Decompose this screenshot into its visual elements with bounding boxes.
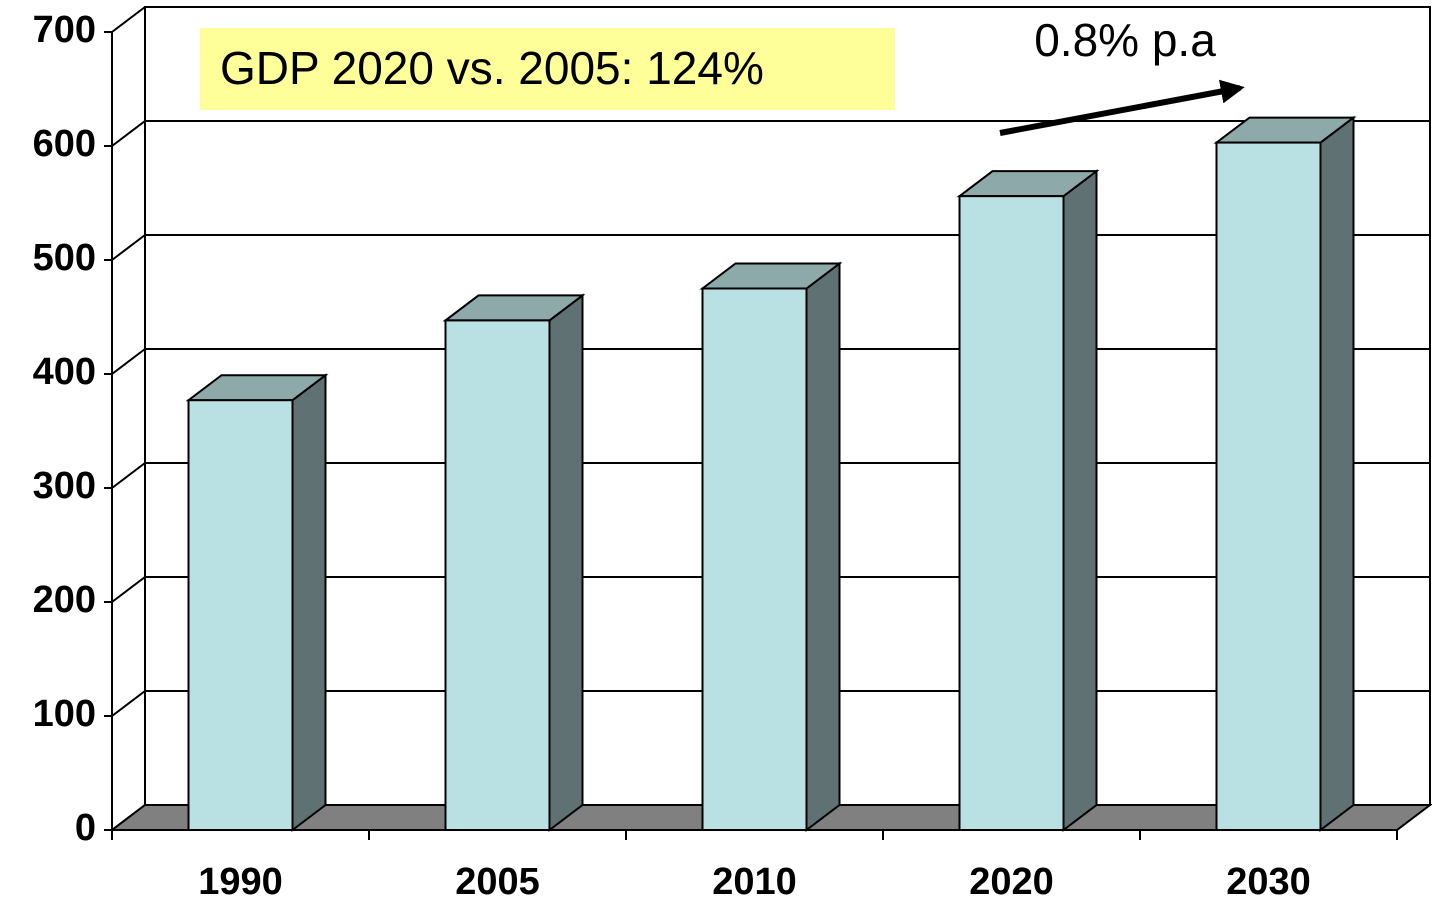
bar-face bbox=[701, 287, 808, 831]
y-tick-label: 0 bbox=[75, 807, 96, 849]
bar-face bbox=[548, 293, 584, 833]
x-tick-label: 1990 bbox=[198, 861, 283, 903]
y-tick-label: 600 bbox=[33, 123, 96, 165]
annotation: 0.8% p.a bbox=[1034, 14, 1216, 66]
bar bbox=[185, 373, 329, 833]
x-tick-label: 2020 bbox=[969, 861, 1054, 903]
bar bbox=[442, 293, 586, 833]
bar-face bbox=[444, 319, 551, 831]
bar bbox=[956, 169, 1100, 833]
bar bbox=[1213, 115, 1357, 833]
grid-line bbox=[111, 576, 146, 603]
y-tick-label: 700 bbox=[33, 9, 96, 51]
bar bbox=[699, 261, 843, 833]
annotation: GDP 2020 vs. 2005: 124% bbox=[220, 42, 764, 94]
x-tick-label: 2010 bbox=[712, 861, 797, 903]
bar-face bbox=[958, 195, 1065, 832]
grid-line bbox=[111, 348, 146, 375]
grid-line bbox=[111, 120, 146, 147]
bar-face bbox=[1215, 141, 1322, 831]
grid-line bbox=[111, 6, 146, 33]
y-tick-label: 100 bbox=[33, 693, 96, 735]
y-tick-label: 400 bbox=[33, 351, 96, 393]
grid-line bbox=[111, 690, 146, 717]
y-tick-label: 200 bbox=[33, 579, 96, 621]
annotation-box bbox=[200, 28, 895, 110]
bar-face bbox=[1062, 169, 1098, 833]
grid-line bbox=[111, 462, 146, 489]
bar-face bbox=[1319, 115, 1355, 833]
x-tick-label: 2030 bbox=[1226, 861, 1311, 903]
arrow bbox=[999, 79, 1245, 136]
x-tick-label: 2005 bbox=[455, 861, 540, 903]
bar-face bbox=[187, 399, 294, 831]
grid-line bbox=[111, 234, 146, 261]
y-tick-label: 500 bbox=[33, 237, 96, 279]
bar-face bbox=[291, 373, 327, 833]
bar-face bbox=[805, 261, 841, 833]
y-tick-label: 300 bbox=[33, 465, 96, 507]
